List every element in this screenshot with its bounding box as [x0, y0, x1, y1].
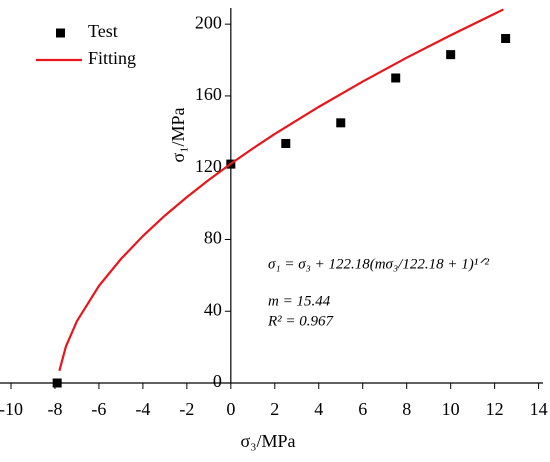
test-point	[501, 34, 511, 44]
y-tick-label: 160	[195, 84, 222, 104]
y-tick-label: 40	[204, 299, 222, 319]
test-point	[336, 118, 346, 128]
y-tick-label: 80	[204, 228, 222, 248]
x-tick-label: 12	[486, 399, 504, 419]
test-point	[281, 138, 291, 148]
x-tick-label: -8	[47, 399, 62, 419]
x-tick-label: -4	[135, 399, 150, 419]
x-tick-label: 6	[358, 399, 367, 419]
x-tick-label: 8	[402, 399, 411, 419]
x-tick-label: 4	[314, 399, 323, 419]
equation: σ₁ = σ₃ + 122.18(mσ₃/122.18 + 1)¹ᐟ²	[268, 256, 490, 272]
fit-line	[58, 8, 504, 372]
x-tick-label: -2	[179, 399, 194, 419]
legend-label: Test	[88, 21, 118, 41]
x-tick-label: -6	[91, 399, 106, 419]
x-tick-label: 0	[226, 399, 235, 419]
x-tick-label: 14	[530, 399, 548, 419]
y-tick-label: 200	[195, 12, 222, 32]
legend-swatch	[56, 28, 65, 38]
x-axis-label: σ₃/MPa	[241, 431, 296, 451]
r-squared: R² = 0.967	[267, 313, 335, 329]
x-tick-label: 10	[442, 399, 460, 419]
test-point	[446, 50, 456, 60]
test-point	[391, 73, 401, 83]
test-point	[52, 378, 62, 388]
y-axis-label: σ₁/MPa	[168, 107, 188, 162]
y-tick-label: 0	[213, 371, 222, 391]
legend-label: Fitting	[88, 48, 136, 68]
x-tick-label: -10	[0, 399, 23, 419]
x-tick-label: 2	[270, 399, 279, 419]
parameter: m = 15.44	[268, 293, 331, 309]
y-tick-label: 120	[195, 156, 222, 176]
